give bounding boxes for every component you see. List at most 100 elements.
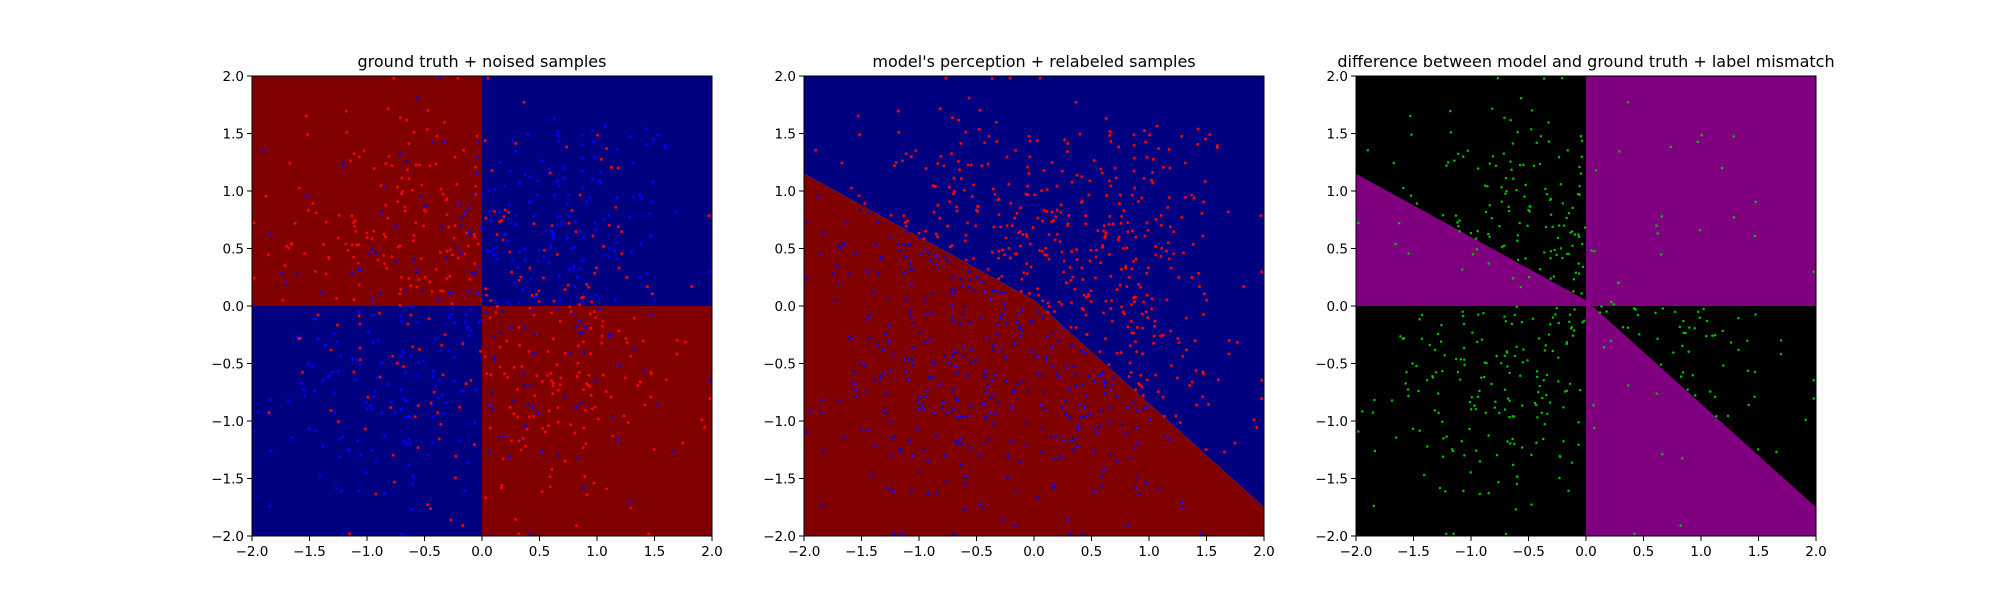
region-model-blue bbox=[804, 76, 1264, 508]
mismatch-point bbox=[1415, 364, 1418, 368]
sample-point bbox=[1140, 352, 1144, 356]
sample-point bbox=[644, 142, 648, 146]
sample-point bbox=[1115, 395, 1119, 399]
sample-point bbox=[1025, 420, 1029, 424]
sample-point bbox=[411, 475, 415, 479]
y-tick-label: −1.5 bbox=[211, 472, 244, 488]
sample-point bbox=[640, 196, 644, 200]
sample-point bbox=[551, 381, 555, 385]
mismatch-point bbox=[1515, 188, 1518, 192]
mismatch-point bbox=[1696, 310, 1700, 314]
mismatch-point bbox=[1405, 370, 1408, 374]
sample-point bbox=[916, 400, 920, 404]
mismatch-point bbox=[1581, 320, 1584, 324]
mismatch-point bbox=[1577, 235, 1581, 239]
sample-point bbox=[590, 129, 594, 132]
sample-point bbox=[339, 353, 343, 357]
sample-point bbox=[570, 208, 574, 212]
sample-point bbox=[553, 194, 557, 197]
sample-point bbox=[303, 251, 307, 255]
mismatch-point bbox=[1507, 205, 1510, 209]
sample-point bbox=[652, 447, 656, 451]
sample-point bbox=[476, 242, 480, 246]
sample-point bbox=[881, 409, 885, 413]
x-tick-label: −2.0 bbox=[788, 544, 821, 560]
mismatch-point bbox=[1484, 411, 1488, 415]
sample-point bbox=[366, 395, 370, 399]
sample-point bbox=[252, 430, 256, 433]
sample-point bbox=[996, 322, 1000, 326]
sample-point bbox=[576, 361, 580, 365]
mismatch-point bbox=[1508, 415, 1511, 419]
mismatch-point bbox=[1549, 249, 1553, 253]
sample-point bbox=[574, 221, 578, 224]
mismatch-point bbox=[1573, 308, 1576, 311]
mismatch-point bbox=[1500, 361, 1503, 365]
sample-point bbox=[376, 258, 380, 262]
sample-point bbox=[443, 140, 447, 144]
sample-point bbox=[507, 455, 511, 459]
sample-point bbox=[1095, 430, 1099, 434]
sample-point bbox=[547, 409, 551, 413]
sample-point bbox=[1041, 373, 1045, 377]
sample-point bbox=[355, 357, 359, 361]
mismatch-point bbox=[1498, 224, 1501, 228]
sample-point bbox=[449, 518, 453, 522]
sample-point bbox=[445, 277, 449, 281]
mismatch-point bbox=[1812, 397, 1815, 400]
sample-point bbox=[302, 388, 306, 391]
sample-point bbox=[951, 408, 955, 412]
sample-point bbox=[959, 437, 963, 441]
sample-point bbox=[902, 214, 906, 218]
sample-point bbox=[1076, 424, 1080, 428]
sample-point bbox=[1066, 518, 1070, 521]
sample-point bbox=[1069, 532, 1073, 536]
sample-point bbox=[1087, 374, 1091, 378]
sample-point bbox=[452, 236, 456, 240]
sample-point bbox=[598, 297, 602, 301]
sample-point bbox=[1197, 271, 1201, 275]
sample-point bbox=[1145, 221, 1149, 225]
sample-point bbox=[1025, 443, 1028, 447]
sample-point bbox=[476, 291, 479, 295]
mismatch-point bbox=[1627, 384, 1630, 387]
sample-point bbox=[402, 396, 406, 400]
sample-point bbox=[556, 130, 560, 134]
sample-point bbox=[467, 334, 471, 338]
sample-point bbox=[1025, 235, 1029, 239]
sample-point bbox=[1141, 393, 1145, 397]
mismatch-point bbox=[1559, 247, 1563, 250]
mismatch-point bbox=[1678, 325, 1682, 329]
x-tick-label: 1.0 bbox=[1690, 544, 1711, 560]
sample-point bbox=[521, 288, 525, 291]
sample-point bbox=[1119, 221, 1123, 225]
sample-point bbox=[580, 156, 584, 160]
sample-point bbox=[1040, 403, 1043, 407]
mismatch-point bbox=[1569, 231, 1572, 234]
sample-point bbox=[593, 155, 597, 159]
sample-point bbox=[301, 370, 304, 374]
sample-point bbox=[332, 392, 336, 395]
sample-point bbox=[1085, 394, 1089, 398]
x-tick-label: 0.5 bbox=[529, 544, 550, 560]
sample-point bbox=[856, 114, 860, 118]
sample-point bbox=[968, 446, 972, 449]
mismatch-point bbox=[1554, 313, 1557, 316]
sample-point bbox=[522, 384, 526, 387]
sample-point bbox=[1159, 334, 1162, 338]
sample-point bbox=[1227, 210, 1230, 214]
sample-point bbox=[945, 411, 949, 415]
sample-point bbox=[1071, 448, 1075, 452]
mismatch-point bbox=[1487, 434, 1490, 437]
sample-point bbox=[993, 192, 997, 196]
sample-point bbox=[972, 183, 976, 187]
sample-point bbox=[505, 339, 509, 343]
mismatch-point bbox=[1558, 454, 1562, 458]
mismatch-point bbox=[1461, 268, 1464, 271]
y-tick-label: −1.5 bbox=[1315, 472, 1348, 488]
sample-point bbox=[515, 213, 519, 217]
sample-point bbox=[1053, 238, 1057, 242]
sample-point bbox=[915, 427, 919, 431]
sample-point bbox=[571, 312, 574, 316]
sample-point bbox=[926, 459, 930, 463]
